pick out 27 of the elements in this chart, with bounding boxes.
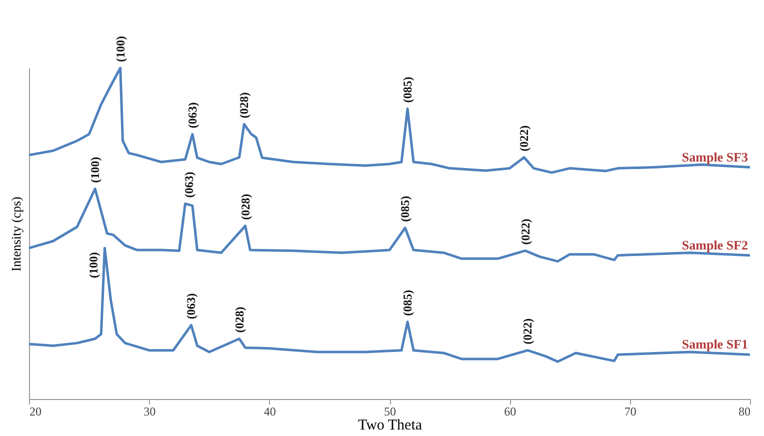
annotation: (028) — [232, 306, 246, 333]
annotation: (100) — [88, 156, 102, 183]
annotation: (100) — [113, 36, 128, 62]
x-tick-label: 50 — [384, 404, 396, 418]
x-tick-label: 60 — [504, 404, 516, 418]
x-tick-label: 80 — [738, 404, 750, 418]
annotation: (085) — [400, 290, 415, 316]
series-label: Sample SF3 — [682, 149, 748, 164]
x-tick-label: 40 — [264, 404, 276, 418]
annotation: (085) — [398, 196, 412, 222]
series-label: Sample SF1 — [682, 336, 748, 352]
annotation: (028) — [238, 194, 252, 220]
annotation: (063) — [184, 293, 198, 320]
x-tick-label: 70 — [624, 404, 636, 418]
x-tick-label: 20 — [30, 404, 42, 418]
x-axis-title: Two Theta — [358, 418, 422, 434]
annotation: (022) — [518, 218, 532, 245]
annotation: (063) — [182, 172, 196, 198]
annotation: (022) — [517, 125, 532, 152]
y-axis-title: Intensity (cps) — [8, 196, 24, 272]
annotation: (085) — [400, 76, 415, 103]
annotation: (022) — [520, 318, 535, 344]
annotation: (028) — [237, 92, 252, 118]
series-label: Sample SF2 — [682, 237, 748, 252]
annotation: (063) — [185, 102, 200, 128]
annotation: (100) — [86, 252, 101, 278]
x-tick-label: 30 — [144, 404, 156, 418]
